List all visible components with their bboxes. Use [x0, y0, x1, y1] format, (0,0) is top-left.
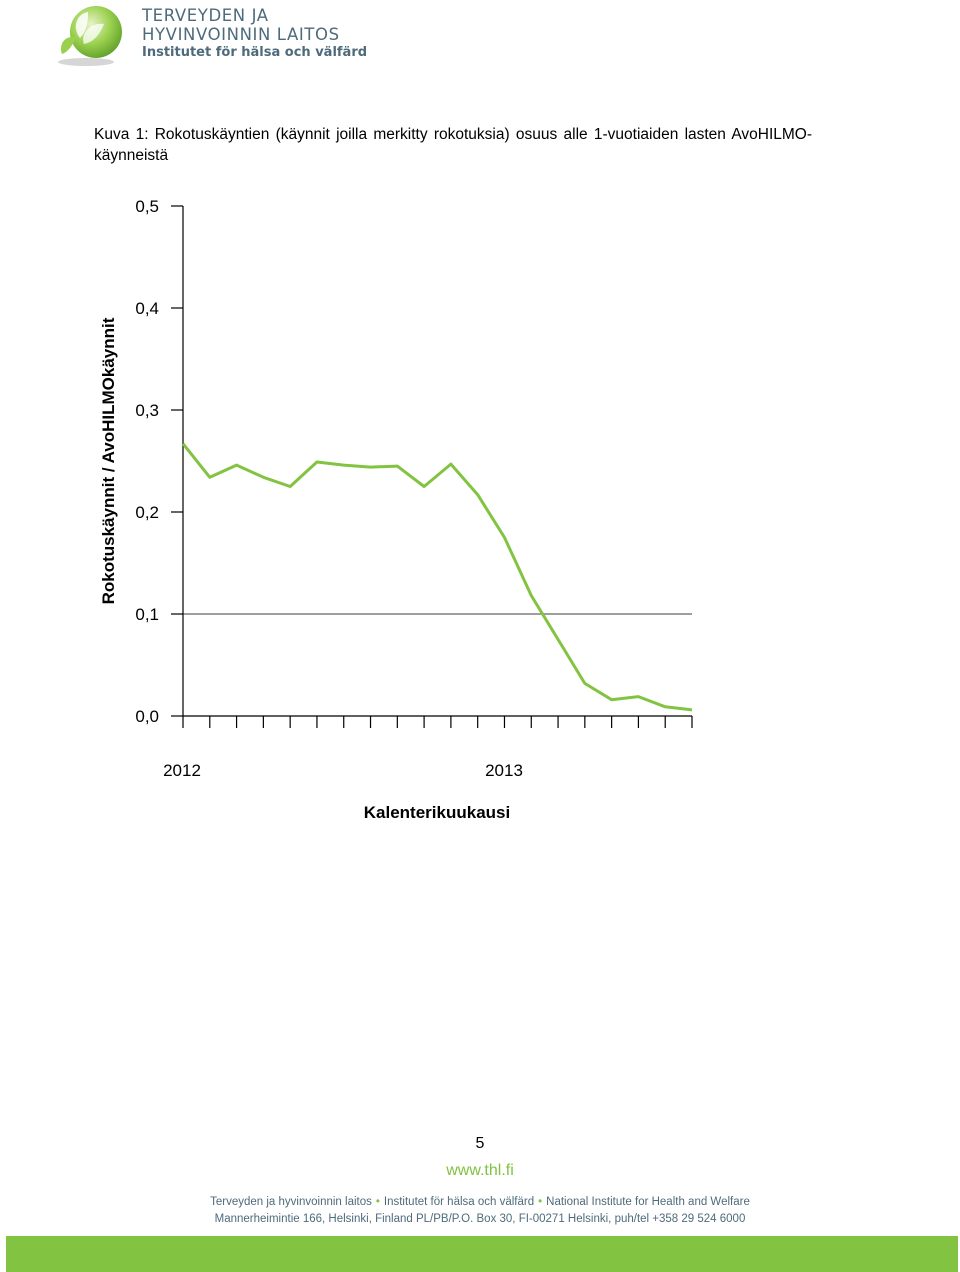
y-tick-label: 0,5: [135, 197, 159, 216]
logo-title-line1: TERVEYDEN JA: [142, 6, 269, 25]
year-label-2013: 2013: [485, 761, 523, 780]
footer-green-bar: [6, 1236, 958, 1272]
y-tick-label: 0,3: [135, 401, 159, 420]
footer-org-sv: Institutet för hälsa och välfärd: [383, 1196, 535, 1208]
thl-logo: TERVEYDEN JA HYVINVOINNIN LAITOS Institu…: [50, 4, 367, 66]
y-tick-label: 0,4: [135, 299, 159, 318]
series-line: [181, 442, 693, 712]
chart-axes: [171, 205, 693, 728]
line-chart: 0,0 0,1 0,2 0,3 0,4 0,5 Rokotuskäynnit / AvoH…: [99, 197, 693, 822]
chart-tick-labels: 0,0 0,1 0,2 0,3 0,4 0,5: [135, 197, 159, 726]
footer-address: Mannerheimintie 166, Helsinki, Finland P…: [214, 1213, 746, 1225]
figure-caption: Kuva 1: Rokotuskäyntien (käynnit joilla …: [94, 126, 812, 164]
footer-org-en: National Institute for Health and Welfar…: [546, 1196, 750, 1208]
footer-organization: Terveyden ja hyvinvoinnin laitos • Institu…: [0, 1196, 960, 1208]
year-label-2012: 2012: [163, 761, 201, 780]
logo-subtitle: Institutet för hälsa och välfärd: [142, 45, 368, 60]
x-axis-label: Kalenterikuukausi: [364, 803, 510, 822]
thl-leaf-logo-icon: [58, 6, 122, 66]
bullet-icon: •: [538, 1196, 543, 1208]
logo-title-line2: HYVINVOINNIN LAITOS: [142, 25, 340, 44]
website-link[interactable]: www.thl.fi: [446, 1162, 514, 1179]
page-number: 5: [475, 1135, 485, 1152]
bullet-icon: •: [375, 1196, 380, 1208]
footer-org-fi: Terveyden ja hyvinvoinnin laitos: [210, 1196, 372, 1208]
y-tick-label: 0,1: [135, 605, 159, 624]
y-axis-label: Rokotuskäynnit / AvoHILMOkäynnit: [99, 317, 118, 604]
y-tick-label: 0,2: [135, 503, 159, 522]
y-tick-label: 0,0: [135, 707, 159, 726]
